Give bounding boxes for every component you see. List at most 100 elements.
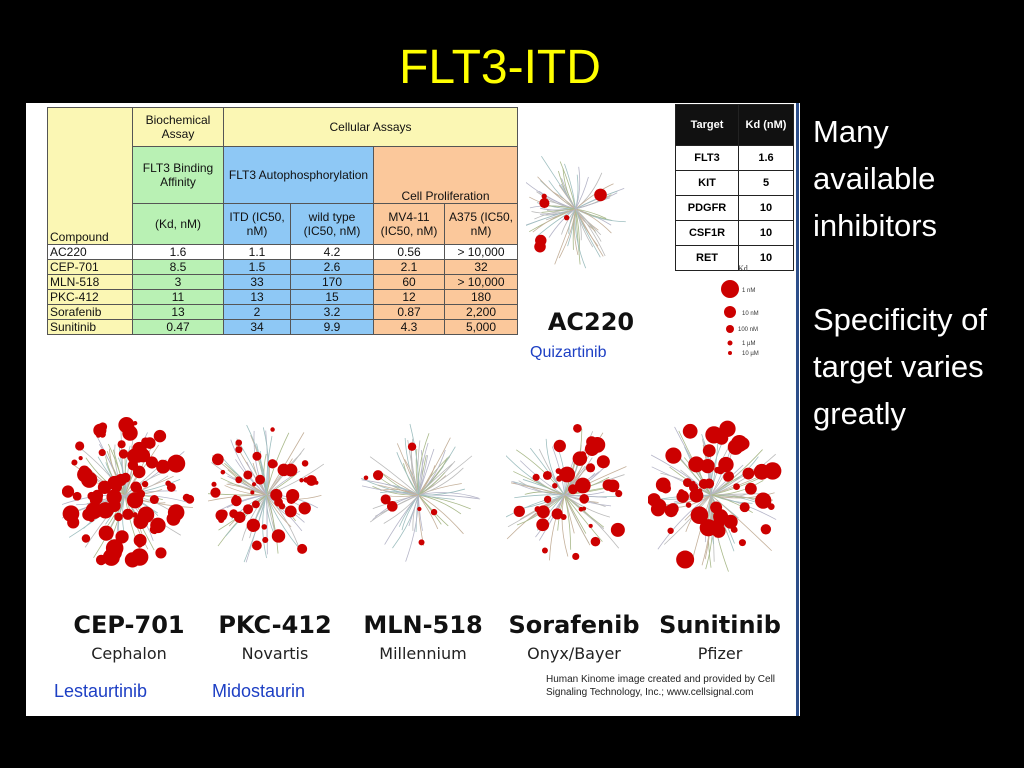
cell-mv411: 4.3 <box>373 319 445 335</box>
cell-compound: MLN-518 <box>47 274 133 290</box>
kinase-hit-dot <box>386 501 398 512</box>
kinase-hit-dot <box>733 483 740 490</box>
tree-branch <box>575 208 612 234</box>
kinase-hit-dot <box>667 503 679 515</box>
kinase-hit-dot <box>306 475 317 486</box>
kinase-hit-dot <box>117 440 126 449</box>
tree-branch <box>564 457 593 496</box>
kinase-hit-dot <box>149 494 159 505</box>
tree-branch <box>526 181 576 210</box>
kinase-hit-dot <box>699 519 717 537</box>
kinase-hit-dot <box>541 193 547 199</box>
kinase-hit-dot <box>71 459 78 466</box>
kinase-hit-dot <box>133 514 149 530</box>
kinase-hit-dot <box>145 456 159 469</box>
kinase-hit-dot <box>683 478 692 488</box>
kinase-hit-dot <box>150 517 166 534</box>
kinase-hit-dot <box>407 442 417 451</box>
tree-branch <box>537 176 576 210</box>
kinase-hit-dot <box>136 557 145 565</box>
tree-branch <box>575 190 618 210</box>
tree-branch <box>564 494 605 528</box>
tree-branch <box>552 191 576 210</box>
kinase-hit-dot <box>536 518 550 532</box>
tree-branch <box>226 494 267 509</box>
tree-branch <box>418 450 423 496</box>
kinase-hit-dot <box>534 240 546 253</box>
kinase-hit-dot <box>589 436 606 453</box>
tree-branch <box>680 469 712 496</box>
tree-branch <box>710 466 758 496</box>
tree-branch <box>560 183 576 210</box>
cell-mv411: 0.56 <box>373 244 445 260</box>
kinase-hit-dot <box>220 469 226 475</box>
table-row: FLT3 1.6 <box>675 145 794 171</box>
kinase-hit-dot <box>744 482 757 495</box>
kinase-hit-dot <box>251 540 262 551</box>
tree-branch <box>573 208 579 256</box>
tree-branch <box>575 208 606 257</box>
kinase-hit-dot <box>568 484 578 495</box>
kinase-hit-dot <box>560 514 567 521</box>
kinase-hit-dot <box>72 491 82 501</box>
kinase-hit-dot <box>418 539 425 546</box>
kinase-hit-dot <box>78 455 83 461</box>
cell-compound: CEP-701 <box>47 259 133 275</box>
tree-branch <box>657 494 712 550</box>
kinase-hit-dot <box>689 488 704 503</box>
tree-branch <box>405 494 419 562</box>
tree-branch <box>266 494 268 555</box>
tree-branch <box>510 482 565 496</box>
kinase-hit-dot <box>738 539 746 547</box>
kinase-hit-dot <box>710 501 723 514</box>
kd-cell-target: FLT3 <box>675 145 739 171</box>
kinome-tree-sunitinib <box>648 420 782 572</box>
cell-itd: 13 <box>223 289 291 305</box>
kinase-hit-dot <box>676 490 689 503</box>
tree-branch <box>418 494 455 500</box>
slide-title: FLT3-ITD <box>399 41 601 94</box>
alias-lestaurtinib: Lestaurtinib <box>54 681 148 701</box>
tree-branch <box>519 460 565 496</box>
cell-itd: 2 <box>223 304 291 320</box>
kd-cell-value: 1.6 <box>738 145 794 171</box>
cell-kd: 13 <box>132 304 224 320</box>
cell-itd: 1.5 <box>223 259 291 275</box>
kinase-hit-dot <box>118 417 135 434</box>
kinase-hit-dot <box>730 435 748 453</box>
kinase-hit-dot <box>573 424 582 433</box>
tree-branch <box>677 494 712 508</box>
tree-branch <box>575 208 581 265</box>
kinase-hit-dot <box>97 480 112 494</box>
kinase-hit-dot <box>585 463 596 473</box>
kinome-tree-cep701 <box>62 417 195 568</box>
tree-branch <box>710 493 764 496</box>
table-row: AC220 1.6 1.1 4.2 0.56 > 10,000 <box>47 244 518 260</box>
kinase-hit-dot <box>299 478 304 483</box>
tree-branch <box>418 488 465 496</box>
kinase-hit-dot <box>153 429 167 443</box>
legend-label: 100 nM <box>738 327 758 333</box>
kinase-hit-dot <box>270 460 278 468</box>
kinase-hit-dot <box>594 188 607 202</box>
kinase-hit-dot <box>532 473 540 481</box>
tree-branch <box>410 450 419 496</box>
figure-panel: Compound Biochemical Assay Cellular Assa… <box>26 103 800 716</box>
kd-cell-target: PDGFR <box>675 195 739 221</box>
tree-branch <box>710 494 753 514</box>
kinase-hit-dot <box>610 522 625 537</box>
cell-wt: 2.6 <box>290 259 374 275</box>
kinase-hit-dot <box>93 423 107 437</box>
header-mv411: MV4-11 (IC50, nM) <box>373 203 445 245</box>
kinase-hit-dot <box>118 449 129 459</box>
tree-branch <box>249 494 267 539</box>
kinase-hit-dot <box>235 439 243 447</box>
kinome-tree-ac220 <box>526 155 626 269</box>
kinase-hit-dot <box>62 485 75 498</box>
cell-itd: 33 <box>223 274 291 290</box>
kinase-hit-dot <box>578 451 587 459</box>
cell-kd: 3 <box>132 274 224 290</box>
tree-branch <box>511 480 565 496</box>
tree-branch <box>372 486 419 496</box>
kinase-hit-dot <box>303 477 309 483</box>
